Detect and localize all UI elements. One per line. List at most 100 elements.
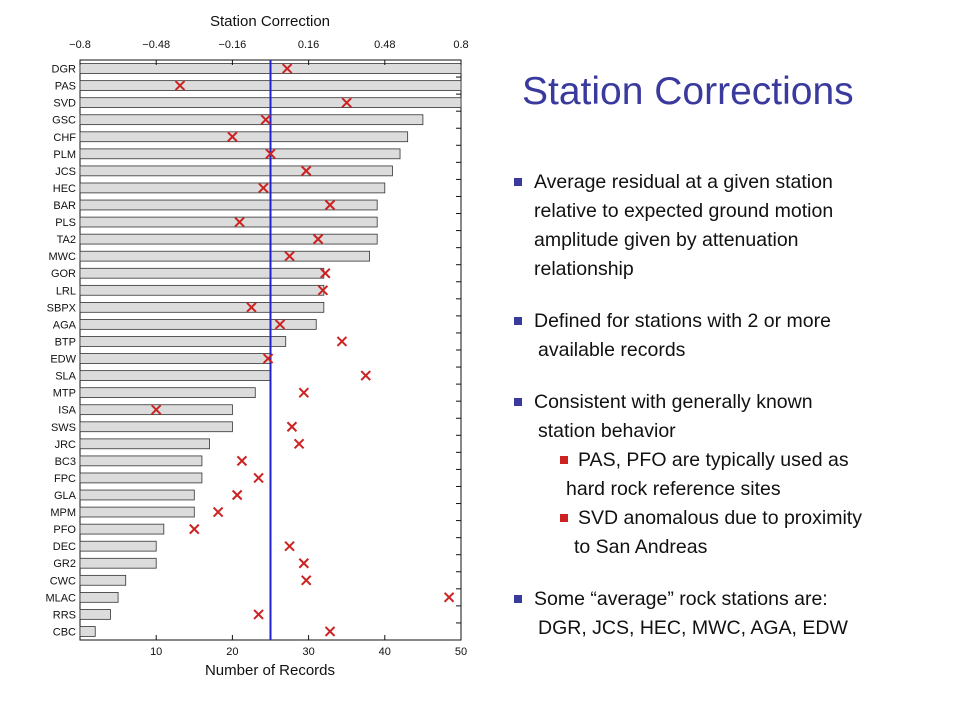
correction-marker [212,506,224,518]
bar [79,319,317,330]
correction-marker [253,609,264,620]
marker-stroke [246,302,257,313]
bar [79,489,195,501]
category-label: SBPX [47,302,77,314]
bar [79,233,378,245]
bar [79,557,157,569]
marker-stroke [443,592,455,603]
category-label: GR2 [53,558,76,570]
correction-marker [260,114,271,125]
marker-stroke [260,114,271,125]
bullet-line: SVD anomalous due to proximity [578,507,862,529]
bar [79,438,210,450]
chart-title: Station Correction [210,13,330,30]
bar [79,267,325,279]
category-label: GOR [51,268,76,280]
marker-stroke [231,489,243,501]
bullet-1: Average residual at a given station rela… [512,168,952,284]
correction-marker [443,592,455,603]
bullet-line: Some “average” rock stations are: [534,588,828,610]
correction-marker [320,268,331,279]
bottom-tick-label: 10 [150,646,162,658]
category-label: JRC [55,439,76,451]
category-label: ISA [58,405,76,417]
top-tick-label: 0.8 [453,39,468,51]
bar [79,421,233,433]
marker-stroke [281,63,293,74]
bar [79,370,271,381]
bullet-line: to San Andreas [574,536,708,558]
marker-stroke [212,506,224,518]
category-label: RRS [53,609,76,621]
category-label: AGA [53,319,77,331]
bullet-list: Average residual at a given station rela… [512,168,952,643]
category-label: PLM [53,149,76,161]
bar [79,182,386,194]
category-label: SWS [51,422,76,434]
correction-marker [284,540,295,552]
marker-stroke [360,370,371,381]
correction-marker [336,336,348,347]
correction-marker [298,558,310,569]
bar [79,387,256,398]
station-correction-chart: Station Correction Number of Records DGR… [45,13,468,679]
correction-marker [284,250,295,262]
bar [79,199,378,211]
category-label: CBC [53,626,76,638]
marker-stroke [265,148,276,160]
correction-marker [324,626,336,637]
marker-stroke [301,165,312,177]
category-label: GLA [54,490,77,502]
correction-marker [258,182,269,194]
category-label: PAS [55,81,76,93]
correction-marker [234,216,245,228]
square-bullet-icon [560,456,568,464]
bar [79,592,119,603]
category-label: PLS [55,217,76,229]
bar [79,165,393,177]
bar [79,609,111,620]
category-label: FPC [54,473,76,485]
bottom-tick-label: 30 [302,646,314,658]
correction-marker [150,404,162,415]
correction-marker [301,165,312,177]
marker-stroke [236,455,248,467]
category-label: BC3 [55,456,76,468]
correction-marker [262,353,274,364]
bullet-line: relationship [534,258,634,280]
category-label: MTP [53,388,76,400]
marker-stroke [298,558,310,569]
top-tick-label: −0.8 [69,39,91,51]
category-label: LRL [56,285,76,297]
bar [79,574,127,586]
category-label: TA2 [57,234,76,246]
marker-stroke [336,336,348,347]
bottom-tick-label: 40 [379,646,391,658]
sub-bullet-1: PAS, PFO are typically used as hard rock… [512,446,952,504]
slide-title: Station Corrections [522,70,854,113]
bullet-line: hard rock reference sites [566,478,781,500]
square-bullet-icon [514,178,522,186]
marker-stroke [301,575,312,586]
category-label: BAR [53,200,76,212]
marker-stroke [293,438,305,450]
bullet-line: Average residual at a given station [534,171,833,193]
marker-stroke [286,421,298,432]
correction-marker [324,199,336,211]
bullet-line: amplitude given by attenuation [534,229,799,251]
marker-stroke [258,182,269,194]
correction-marker [317,285,329,296]
square-bullet-icon [514,595,522,603]
correction-marker [341,97,352,108]
bar [79,472,203,484]
correction-marker [293,438,305,450]
marker-stroke [317,285,329,296]
category-label: GSC [52,115,76,127]
bullet-line: available records [538,339,686,361]
bullet-line: Defined for stations with 2 or more [534,310,831,332]
category-label: JCS [55,166,76,178]
bar [79,506,195,518]
top-tick-label: −0.16 [218,39,246,51]
correction-marker [189,523,200,535]
bullet-line: PAS, PFO are typically used as [578,449,849,471]
